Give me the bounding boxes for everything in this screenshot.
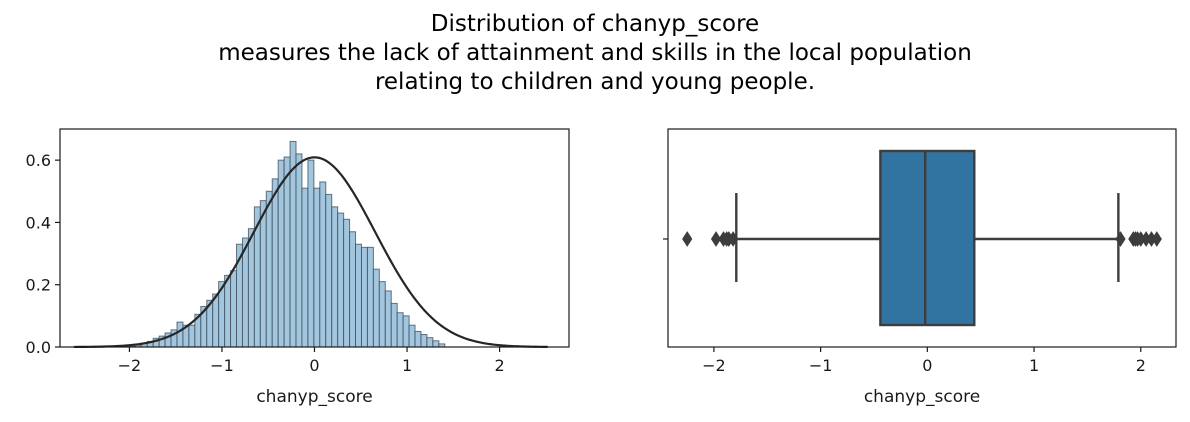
histogram-bar [360, 246, 368, 348]
histogram-bar [283, 156, 291, 348]
histogram-bar [378, 281, 386, 348]
outlier-marker [682, 231, 693, 247]
histogram-bar [432, 340, 440, 348]
boxplot-x-tick-label: −2 [702, 356, 726, 375]
histogram-bar [366, 246, 374, 348]
histogram-bar [384, 290, 392, 348]
histogram-bar [241, 237, 249, 348]
outlier-marker [1151, 231, 1162, 247]
title-line-3: relating to children and young people. [374, 69, 816, 95]
histogram-bar [408, 324, 416, 348]
histogram-bar [337, 212, 345, 348]
histogram-bar [390, 302, 398, 348]
histogram-x-tick-label: 2 [494, 356, 504, 375]
histogram-panel: −2 −1 0 1 2 0.0 0.2 0.4 0.6 chanyp_score [26, 128, 570, 407]
histogram-bar [247, 228, 255, 348]
histogram-bar [313, 187, 321, 348]
histogram-bar [271, 178, 279, 348]
histogram-bar [325, 193, 333, 348]
title-line-2: measures the lack of attainment and skil… [218, 40, 972, 66]
histogram-bar [230, 270, 238, 348]
boxplot-x-tick-label: 0 [922, 356, 932, 375]
histogram-bar [343, 218, 351, 348]
histogram-bar [319, 181, 327, 348]
boxplot-x-tick-label: 2 [1136, 356, 1146, 375]
histogram-bar [426, 337, 434, 348]
title-line-1: Distribution of chanyp_score [430, 11, 760, 37]
histogram-x-axis-label: chanyp_score [256, 387, 372, 407]
iqr-box [879, 149, 976, 327]
histogram-bar [212, 293, 220, 348]
histogram-bar [301, 187, 309, 348]
histogram-bar [176, 321, 184, 348]
histogram-y-tick-label: 0.0 [26, 338, 51, 357]
histogram-bar [224, 274, 232, 348]
boxplot-x-tick-label: −1 [809, 356, 833, 375]
histogram-bar [265, 190, 273, 348]
kde-fit-line [73, 156, 548, 349]
outlier-marker [710, 231, 722, 247]
histogram-bar [349, 231, 357, 348]
histogram-bar [414, 330, 422, 348]
histogram-bar [331, 206, 339, 348]
histogram-bar [188, 324, 196, 348]
histogram-bar [402, 315, 410, 348]
histogram-y-tick-label: 0.6 [26, 151, 51, 170]
boxplot-x-tick-label: 1 [1029, 356, 1039, 375]
histogram-bar [396, 312, 404, 348]
histogram-bar [259, 200, 267, 348]
boxplot-panel: −2 −1 0 1 2 chanyp_score [663, 128, 1177, 407]
figure-title: Distribution of chanyp_score measures th… [0, 10, 1190, 97]
histogram-x-tick-label: −1 [210, 356, 234, 375]
boxplot-x-axis-label: chanyp_score [864, 387, 980, 407]
histogram-bar [420, 334, 428, 348]
histogram-bar [355, 243, 362, 348]
histogram-x-tick-label: 0 [309, 356, 319, 375]
outlier-marker [728, 231, 739, 247]
histogram-y-tick-label: 0.2 [26, 276, 51, 295]
histogram-bar [295, 153, 303, 348]
histogram-x-tick-label: 1 [402, 356, 412, 375]
histogram-x-tick-label: −2 [118, 356, 142, 375]
histogram-bar [372, 268, 380, 348]
boxplot-frame [667, 128, 1177, 348]
histogram-bar [307, 159, 315, 348]
outlier-marker [1115, 231, 1126, 247]
histogram-y-tick-label: 0.4 [26, 213, 51, 232]
